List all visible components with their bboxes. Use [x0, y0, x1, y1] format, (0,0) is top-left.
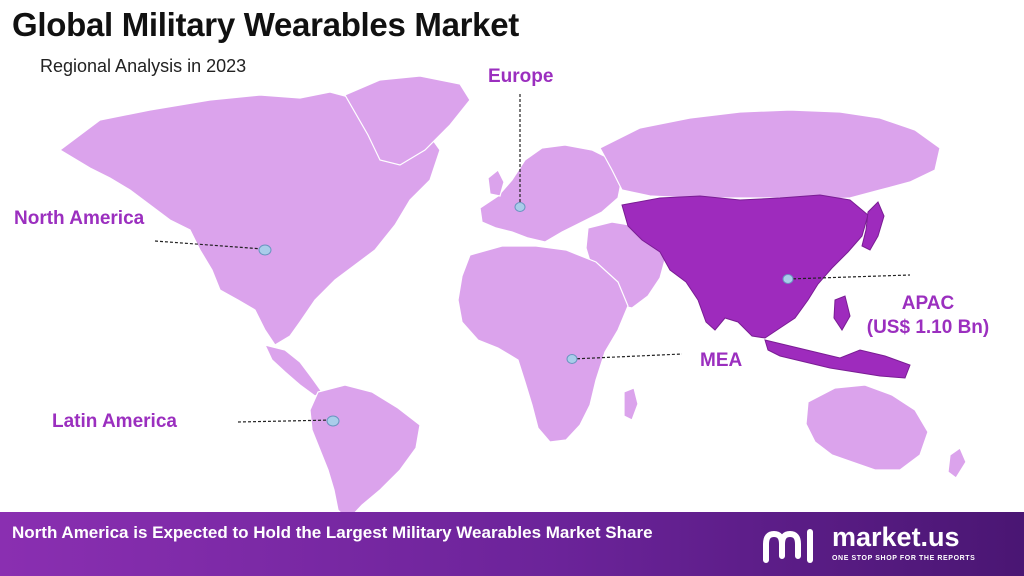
brand-tagline: ONE STOP SHOP FOR THE REPORTS	[832, 555, 976, 562]
new-zealand-landmass	[947, 447, 967, 479]
south-america-landmass	[309, 384, 421, 521]
africa-landmass	[457, 245, 629, 443]
mea-marker	[566, 354, 578, 364]
footer-statement: North America is Expected to Hold the La…	[12, 523, 653, 542]
page-subtitle: Regional Analysis in 2023	[40, 56, 247, 76]
europe-landmass	[479, 144, 623, 243]
russia-landmass	[599, 109, 941, 201]
australia-landmass	[805, 384, 929, 471]
region-label-north-america: North America	[14, 208, 145, 229]
market-us-logo-icon	[763, 529, 813, 563]
central-america-landmass	[263, 344, 323, 397]
brand-logo: market.us ONE STOP SHOP FOR THE REPORTS	[760, 522, 1010, 568]
region-label-latin-america: Latin America	[52, 411, 177, 432]
apac-marker	[782, 274, 794, 284]
uk-landmass	[487, 169, 505, 197]
region-label-apac: APAC (US$ 1.10 Bn)	[858, 292, 998, 340]
latin-america-leader-line	[237, 419, 334, 423]
europe-marker	[514, 202, 526, 212]
indonesia-landmass	[764, 339, 911, 379]
apac-label-name: APAC	[901, 293, 955, 314]
footer-banner: North America is Expected to Hold the La…	[0, 512, 1024, 576]
page-title: Global Military Wearables Market	[12, 6, 519, 43]
madagascar-landmass	[623, 387, 639, 421]
north-america-leader-line	[154, 240, 264, 250]
apac-landmass	[621, 194, 869, 339]
greenland-landmass	[344, 75, 471, 166]
region-label-europe: Europe	[488, 66, 554, 87]
philippines-landmass	[833, 295, 851, 331]
north-america-marker	[258, 244, 272, 256]
japan-landmass	[861, 201, 885, 251]
apac-label-value: (US$ 1.10 Bn)	[866, 317, 990, 338]
brand-name: market.us	[832, 522, 960, 552]
latin-america-marker	[326, 415, 340, 427]
region-label-mea: MEA	[700, 350, 743, 371]
apac-leader-line	[787, 274, 911, 280]
mea-leader-line	[571, 353, 683, 360]
north-america-landmass	[58, 91, 441, 346]
